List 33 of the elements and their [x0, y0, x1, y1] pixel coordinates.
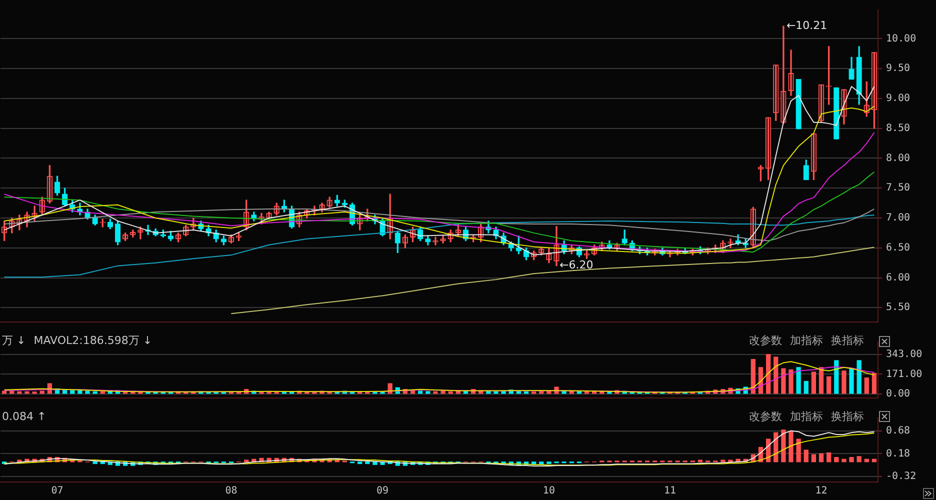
y-tick-label: 6.00	[886, 272, 910, 284]
y-tick-label: 7.50	[886, 182, 910, 194]
y-tick-label: 9.00	[886, 93, 910, 104]
annotation: 0.084 ↑	[2, 410, 46, 423]
annotation: 换指标	[831, 334, 864, 347]
y-tick-label: -0.32	[886, 471, 916, 482]
x-tick-label: 10	[542, 486, 555, 497]
annotation: 万 ↓	[2, 334, 26, 347]
y-tick-label: 8.50	[886, 122, 910, 134]
y-tick-label: 8.00	[886, 152, 910, 164]
x-tick-label: 08	[225, 486, 238, 497]
annotation: 改参数	[749, 410, 782, 423]
y-tick-label: 0.68	[886, 425, 910, 436]
y-tick-label: 5.50	[886, 302, 910, 314]
y-tick-label: 10.00	[886, 33, 916, 44]
y-tick-label: 7.00	[886, 212, 910, 224]
annotation: ←6.20	[560, 258, 594, 272]
x-tick-label: 11	[664, 486, 676, 497]
y-tick-label: 343.00	[886, 348, 922, 360]
y-tick-label: 0.18	[886, 448, 910, 460]
y-tick-label: 0.00	[886, 388, 910, 400]
annotation: 换指标	[831, 410, 864, 423]
annotation: 加指标	[790, 410, 823, 423]
x-tick-label: 12	[815, 486, 828, 497]
y-tick-label: 6.50	[886, 242, 910, 254]
x-tick-label: 09	[376, 486, 389, 497]
annotation: 改参数	[749, 334, 782, 347]
annotation: 加指标	[790, 334, 823, 347]
annotation: ←10.21	[786, 18, 828, 32]
annotation: MAVOL2:186.598万 ↓	[34, 334, 152, 347]
y-tick-label: 171.00	[886, 368, 922, 380]
x-tick-label: 07	[51, 486, 64, 497]
y-tick-label: 9.50	[886, 63, 910, 74]
